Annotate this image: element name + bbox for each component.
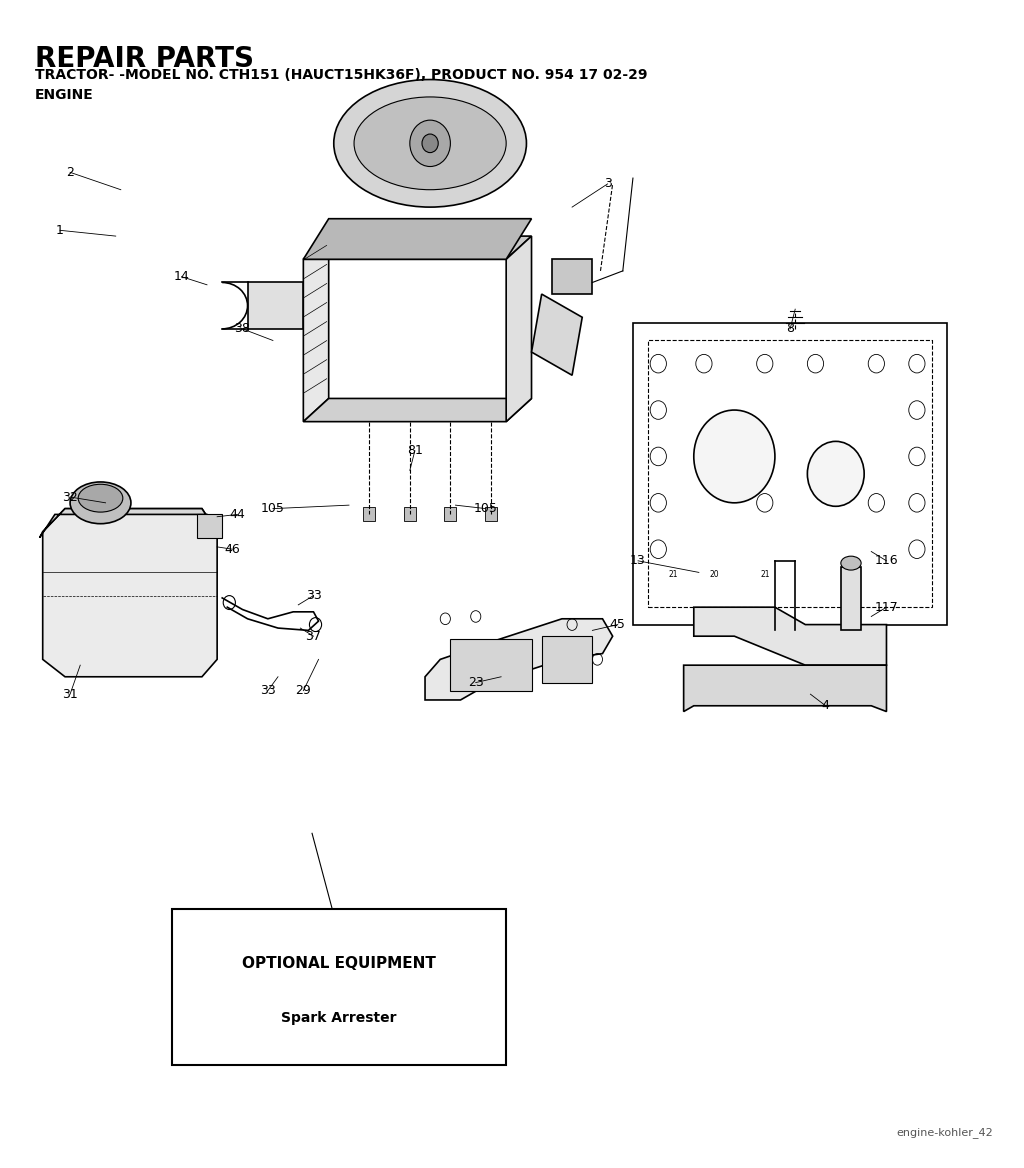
Bar <box>444 507 457 521</box>
Polygon shape <box>531 294 583 375</box>
Text: 38: 38 <box>234 322 251 335</box>
Text: 2: 2 <box>67 166 74 179</box>
Polygon shape <box>43 508 217 676</box>
Ellipse shape <box>70 482 131 523</box>
Text: Spark Arrester: Spark Arrester <box>281 1011 396 1026</box>
Text: 105: 105 <box>261 502 285 515</box>
Text: TRACTOR- -MODEL NO. CTH151 (HAUCT15HK36F), PRODUCT NO. 954 17 02-29: TRACTOR- -MODEL NO. CTH151 (HAUCT15HK36F… <box>35 68 647 82</box>
Ellipse shape <box>410 120 451 167</box>
Polygon shape <box>684 666 887 711</box>
Text: REPAIR PARTS: REPAIR PARTS <box>35 44 254 72</box>
Ellipse shape <box>334 79 526 207</box>
Polygon shape <box>694 607 887 666</box>
Text: 13: 13 <box>630 555 646 568</box>
Text: 37: 37 <box>305 630 322 642</box>
Text: engine-kohler_42: engine-kohler_42 <box>897 1127 993 1139</box>
Text: 21: 21 <box>669 570 678 579</box>
Text: 4: 4 <box>821 700 829 712</box>
Polygon shape <box>425 619 612 700</box>
Bar <box>171 909 506 1065</box>
Text: 46: 46 <box>224 543 241 556</box>
Text: 8: 8 <box>786 322 795 335</box>
Ellipse shape <box>422 134 438 153</box>
Ellipse shape <box>841 556 861 570</box>
Text: OPTIONAL EQUIPMENT: OPTIONAL EQUIPMENT <box>242 955 436 971</box>
Text: 33: 33 <box>305 589 322 602</box>
Bar <box>485 507 497 521</box>
Polygon shape <box>303 218 531 259</box>
Text: 44: 44 <box>229 508 246 521</box>
Text: 1: 1 <box>56 224 63 237</box>
Text: 14: 14 <box>174 270 189 283</box>
Text: 29: 29 <box>296 684 311 697</box>
Bar <box>648 340 932 607</box>
Text: 21: 21 <box>760 570 769 579</box>
Polygon shape <box>303 398 531 422</box>
Text: 23: 23 <box>468 676 483 689</box>
Bar <box>403 507 416 521</box>
Ellipse shape <box>694 410 775 502</box>
Polygon shape <box>303 236 531 259</box>
Text: ENGINE: ENGINE <box>35 88 93 102</box>
Bar <box>364 507 376 521</box>
Text: 105: 105 <box>474 502 498 515</box>
Bar <box>633 324 947 625</box>
Text: 116: 116 <box>874 555 898 568</box>
Bar <box>451 639 531 690</box>
Ellipse shape <box>78 485 123 512</box>
Text: 45: 45 <box>609 618 626 631</box>
Bar <box>841 566 861 631</box>
Polygon shape <box>248 283 303 329</box>
Bar <box>197 514 222 537</box>
Text: 33: 33 <box>260 684 275 697</box>
Ellipse shape <box>354 97 506 189</box>
Ellipse shape <box>807 442 864 506</box>
Text: 32: 32 <box>62 491 78 503</box>
Bar <box>542 637 592 682</box>
Polygon shape <box>506 236 531 422</box>
Text: 31: 31 <box>62 688 78 701</box>
Text: 81: 81 <box>407 444 423 457</box>
Polygon shape <box>303 236 329 422</box>
Text: 3: 3 <box>603 178 611 190</box>
Text: 117: 117 <box>874 600 898 613</box>
Polygon shape <box>40 508 217 537</box>
Text: 20: 20 <box>710 570 719 579</box>
Bar <box>552 259 592 294</box>
